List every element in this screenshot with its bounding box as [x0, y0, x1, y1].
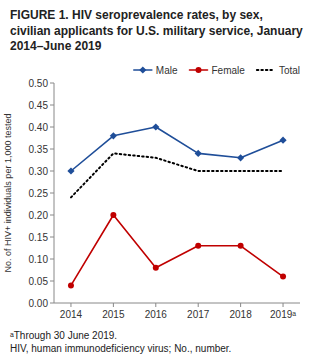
x-tick: [198, 303, 199, 307]
x-tick-label: 2019ᵃ: [270, 309, 296, 320]
y-tick-label: 0.05: [29, 275, 49, 286]
x-tick: [240, 303, 241, 307]
y-tick: [50, 126, 54, 127]
y-tick-label: 0.10: [29, 253, 49, 264]
y-tick: [50, 148, 54, 149]
x-tick-label: 2016: [145, 309, 168, 320]
data-point: [68, 282, 74, 288]
legend-label: Total: [279, 64, 300, 75]
y-tick: [50, 192, 54, 193]
y-tick-label: 0.00: [29, 297, 49, 308]
footnotes: ᵃThrough 30 June 2019.HIV, human immunod…: [0, 327, 314, 362]
y-tick: [50, 302, 54, 303]
data-point: [279, 136, 286, 143]
y-tick-label: 0.35: [29, 143, 49, 154]
chart: 0.00 0.05 0.10 0.15 0.20 0.25 0.30 0.35 0.40 0.45…: [0, 59, 314, 327]
data-point: [67, 167, 74, 174]
y-tick-label: 0.45: [29, 99, 49, 110]
data-point: [195, 243, 201, 249]
x-tick: [155, 303, 156, 307]
legend-label: Female: [212, 64, 246, 75]
y-axis-label: No. of HIV+ individuals per 1,000 tested: [3, 113, 13, 272]
y-tick-label: 0.20: [29, 209, 49, 220]
data-point: [238, 243, 244, 249]
y-tick: [50, 258, 54, 259]
plot-area: [67, 123, 286, 288]
footnote: HIV, human immunodeficiency virus; No., …: [10, 342, 304, 356]
x-axis: [54, 302, 300, 303]
legend-marker: [139, 66, 146, 73]
y-tick: [50, 236, 54, 237]
y-tick: [50, 104, 54, 105]
data-point: [195, 150, 202, 157]
x-tick-label: 2015: [102, 309, 125, 320]
y-tick-label: 0.25: [29, 187, 49, 198]
legend-marker: [196, 67, 202, 73]
y-tick-label: 0.15: [29, 231, 49, 242]
x-tick-label: 2018: [229, 309, 252, 320]
y-tick: [50, 82, 54, 83]
y-tick-label: 0.50: [29, 77, 49, 88]
x-tick: [113, 303, 114, 307]
legend-label: Male: [156, 64, 178, 75]
x-tick: [283, 303, 284, 307]
y-tick: [50, 170, 54, 171]
y-tick: [50, 214, 54, 215]
data-point: [110, 212, 116, 218]
data-point: [237, 154, 244, 161]
data-point: [110, 132, 117, 139]
y-tick: [50, 280, 54, 281]
x-tick: [70, 303, 71, 307]
title: FIGURE 1. HIV seroprevalence rates, by s…: [0, 0, 314, 59]
data-point: [153, 265, 159, 271]
y-tick-label: 0.40: [29, 121, 49, 132]
x-tick-label: 2014: [60, 309, 83, 320]
y-tick-label: 0.30: [29, 165, 49, 176]
series-line: [71, 215, 283, 285]
legend-swatch: [257, 69, 275, 71]
footnote: ᵃThrough 30 June 2019.: [10, 329, 304, 343]
series-line: [71, 153, 283, 197]
data-point: [152, 123, 159, 130]
chart-area: 0.00 0.05 0.10 0.15 0.20 0.25 0.30 0.35 0.40 0.45…: [0, 59, 314, 327]
data-point: [280, 273, 286, 279]
x-tick-label: 2017: [187, 309, 210, 320]
legend: Male Female Total: [134, 64, 300, 75]
